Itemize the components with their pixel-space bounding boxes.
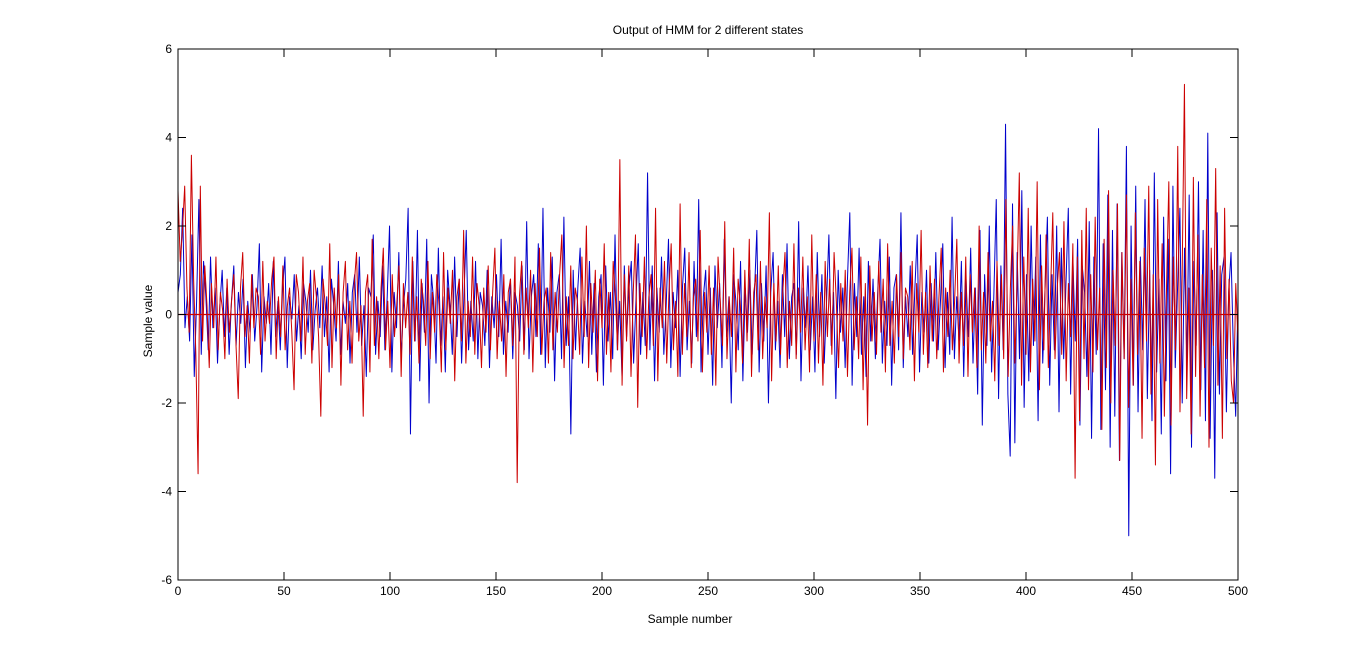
- x-tick-label: 150: [486, 584, 506, 598]
- y-tick-label: -4: [161, 485, 172, 499]
- x-tick-label: 300: [804, 584, 824, 598]
- y-tick-label: 2: [165, 219, 172, 233]
- x-tick-label: 450: [1122, 584, 1142, 598]
- x-tick-label: 100: [380, 584, 400, 598]
- x-axis-label: Sample number: [648, 612, 733, 626]
- x-tick-label: 350: [910, 584, 930, 598]
- y-tick-label: 0: [165, 308, 172, 322]
- y-tick-label: -2: [161, 396, 172, 410]
- x-tick-label: 0: [175, 584, 182, 598]
- x-tick-label: 400: [1016, 584, 1036, 598]
- ticks-layer: 0 50 100 150 200 250 300 350 400 450 500 -6 -4 -2 0 2 4 6: [161, 42, 1248, 598]
- y-tick-label: -6: [161, 573, 172, 587]
- x-tick-label: 500: [1228, 584, 1248, 598]
- y-tick-label: 6: [165, 42, 172, 56]
- y-axis-label: Sample value: [141, 284, 155, 357]
- series-layer: [177, 83, 1239, 537]
- x-tick-label: 50: [277, 584, 291, 598]
- x-tick-label: 250: [698, 584, 718, 598]
- x-tick-label: 200: [592, 584, 612, 598]
- series-line-2: [177, 83, 1239, 484]
- chart-title: Output of HMM for 2 different states: [613, 23, 804, 37]
- y-tick-label: 4: [165, 131, 172, 145]
